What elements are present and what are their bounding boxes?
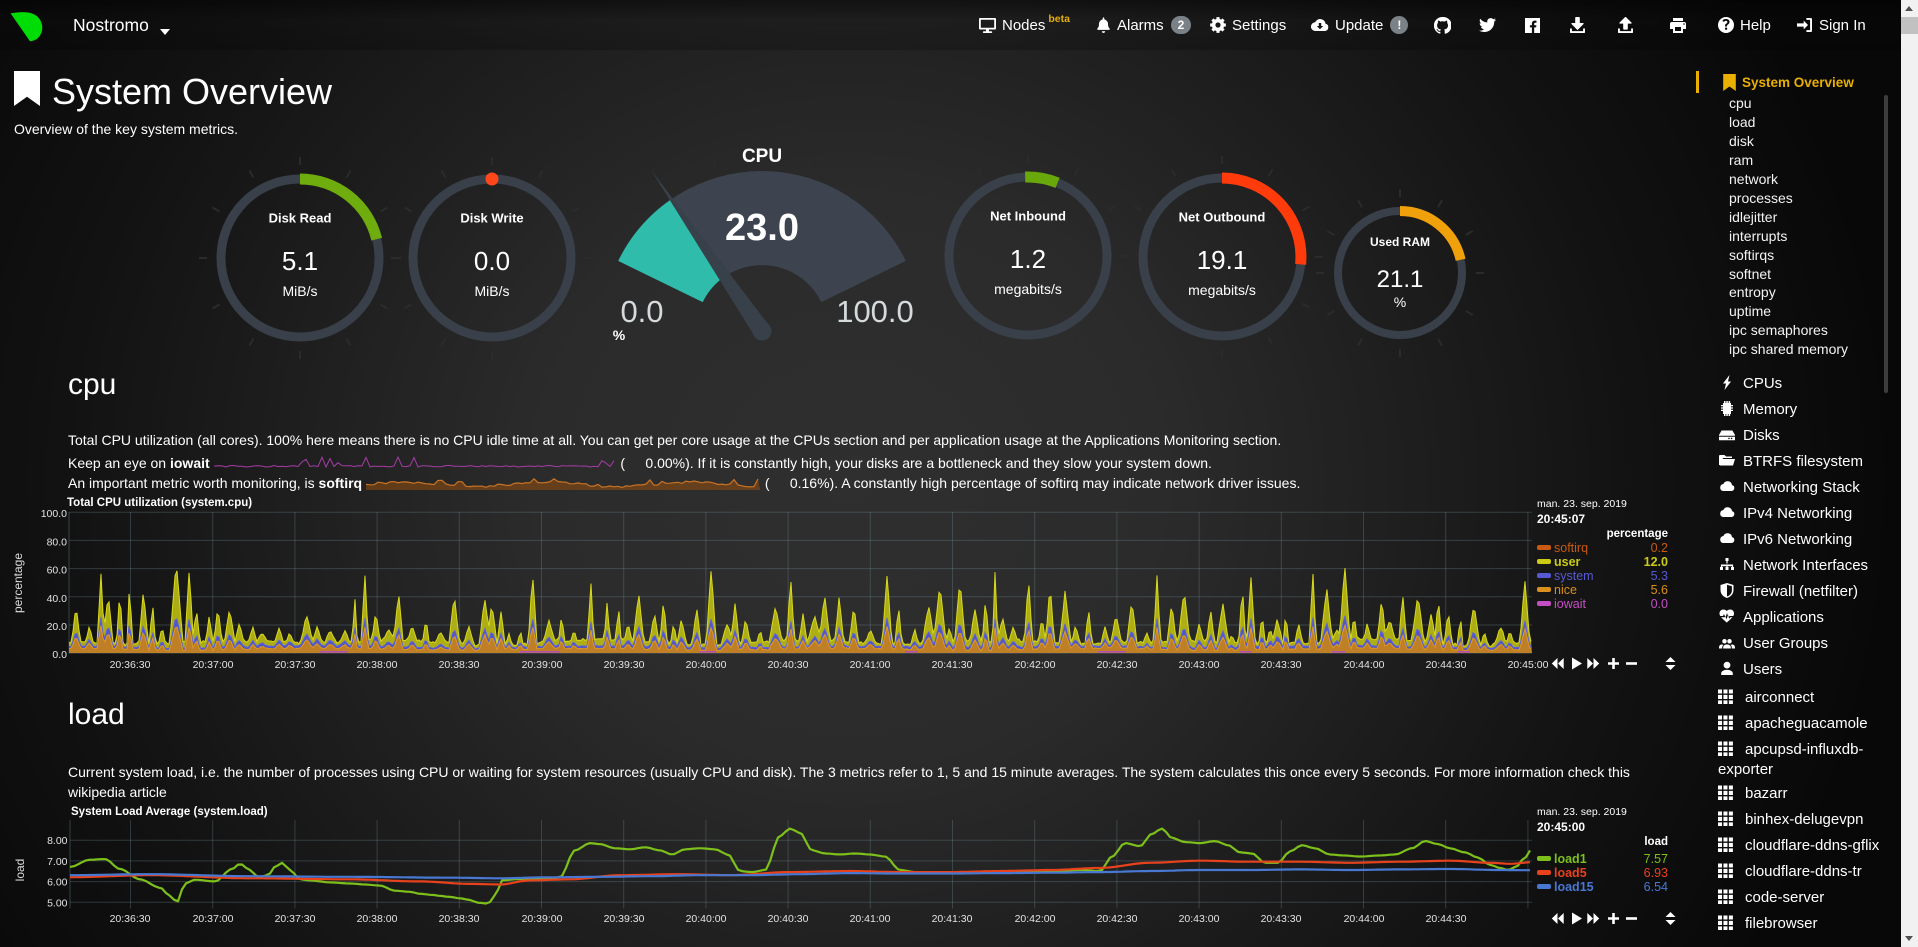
svg-text:load: load bbox=[13, 859, 27, 882]
svg-text:20:40:30: 20:40:30 bbox=[768, 659, 809, 671]
svg-text:20:43:30: 20:43:30 bbox=[1261, 913, 1302, 925]
svg-text:megabits/s: megabits/s bbox=[994, 281, 1062, 297]
svg-text:60.0: 60.0 bbox=[47, 565, 68, 577]
svg-text:Used RAM: Used RAM bbox=[1370, 235, 1430, 249]
svg-text:20:38:30: 20:38:30 bbox=[439, 659, 480, 671]
svg-text:Total CPU utilization (system.: Total CPU utilization (system.cpu) bbox=[67, 497, 252, 509]
svg-text:megabits/s: megabits/s bbox=[1188, 282, 1256, 298]
svg-text:20.0: 20.0 bbox=[47, 621, 68, 633]
svg-text:20:41:00: 20:41:00 bbox=[850, 659, 891, 671]
svg-text:20:42:00: 20:42:00 bbox=[1015, 913, 1056, 925]
svg-text:20:45:00: 20:45:00 bbox=[1508, 659, 1549, 671]
svg-text:percentage: percentage bbox=[11, 553, 25, 613]
svg-text:20:44:30: 20:44:30 bbox=[1426, 913, 1467, 925]
svg-text:19.1: 19.1 bbox=[1197, 245, 1248, 275]
svg-text:20:38:30: 20:38:30 bbox=[439, 913, 480, 925]
svg-text:20:38:00: 20:38:00 bbox=[357, 659, 398, 671]
svg-text:20:43:00: 20:43:00 bbox=[1179, 659, 1220, 671]
svg-text:20:40:30: 20:40:30 bbox=[768, 913, 809, 925]
svg-text:MiB/s: MiB/s bbox=[283, 283, 318, 299]
svg-text:7.00: 7.00 bbox=[47, 856, 68, 868]
svg-text:100.0: 100.0 bbox=[41, 508, 67, 520]
svg-text:20:39:00: 20:39:00 bbox=[522, 913, 563, 925]
svg-text:8.00: 8.00 bbox=[47, 835, 68, 847]
svg-text:Disk Read: Disk Read bbox=[269, 211, 332, 226]
svg-text:0.0: 0.0 bbox=[474, 246, 510, 276]
svg-text:20:42:00: 20:42:00 bbox=[1015, 659, 1056, 671]
svg-text:%: % bbox=[1394, 294, 1406, 310]
svg-text:5.00: 5.00 bbox=[47, 897, 68, 909]
svg-text:20:36:30: 20:36:30 bbox=[110, 913, 151, 925]
svg-text:20:40:00: 20:40:00 bbox=[686, 659, 727, 671]
svg-text:20:39:30: 20:39:30 bbox=[604, 913, 645, 925]
svg-text:System Load Average (system.lo: System Load Average (system.load) bbox=[71, 806, 268, 818]
svg-text:20:37:00: 20:37:00 bbox=[193, 659, 234, 671]
svg-text:20:43:00: 20:43:00 bbox=[1179, 913, 1220, 925]
svg-text:Net Inbound: Net Inbound bbox=[990, 209, 1066, 224]
svg-text:6.00: 6.00 bbox=[47, 877, 68, 889]
svg-text:20:38:00: 20:38:00 bbox=[357, 913, 398, 925]
svg-text:20:39:30: 20:39:30 bbox=[604, 659, 645, 671]
svg-text:20:39:00: 20:39:00 bbox=[522, 659, 563, 671]
svg-text:40.0: 40.0 bbox=[47, 593, 68, 605]
svg-text:0.0: 0.0 bbox=[52, 649, 67, 661]
svg-text:20:40:00: 20:40:00 bbox=[686, 913, 727, 925]
svg-text:20:36:30: 20:36:30 bbox=[110, 659, 151, 671]
svg-text:5.1: 5.1 bbox=[282, 246, 318, 276]
svg-text:23.0: 23.0 bbox=[725, 207, 799, 249]
svg-text:100.0: 100.0 bbox=[836, 294, 914, 329]
svg-text:20:37:30: 20:37:30 bbox=[275, 913, 316, 925]
svg-text:CPU: CPU bbox=[742, 146, 782, 167]
svg-text:20:42:30: 20:42:30 bbox=[1097, 913, 1138, 925]
svg-text:20:37:30: 20:37:30 bbox=[275, 659, 316, 671]
svg-text:20:37:00: 20:37:00 bbox=[193, 913, 234, 925]
svg-text:20:44:30: 20:44:30 bbox=[1426, 659, 1467, 671]
svg-text:0.0: 0.0 bbox=[620, 294, 663, 329]
svg-text:80.0: 80.0 bbox=[47, 536, 68, 548]
svg-text:Net Outbound: Net Outbound bbox=[1179, 210, 1266, 225]
svg-text:20:41:30: 20:41:30 bbox=[932, 913, 973, 925]
svg-text:MiB/s: MiB/s bbox=[475, 283, 510, 299]
svg-text:20:43:30: 20:43:30 bbox=[1261, 659, 1302, 671]
svg-text:20:42:30: 20:42:30 bbox=[1097, 659, 1138, 671]
svg-text:Disk Write: Disk Write bbox=[460, 211, 523, 226]
svg-text:1.2: 1.2 bbox=[1010, 244, 1046, 274]
svg-text:%: % bbox=[613, 327, 626, 343]
svg-text:21.1: 21.1 bbox=[1377, 266, 1424, 293]
svg-text:20:41:30: 20:41:30 bbox=[932, 659, 973, 671]
svg-text:20:41:00: 20:41:00 bbox=[850, 913, 891, 925]
svg-text:20:44:00: 20:44:00 bbox=[1344, 913, 1385, 925]
svg-text:20:44:00: 20:44:00 bbox=[1344, 659, 1385, 671]
